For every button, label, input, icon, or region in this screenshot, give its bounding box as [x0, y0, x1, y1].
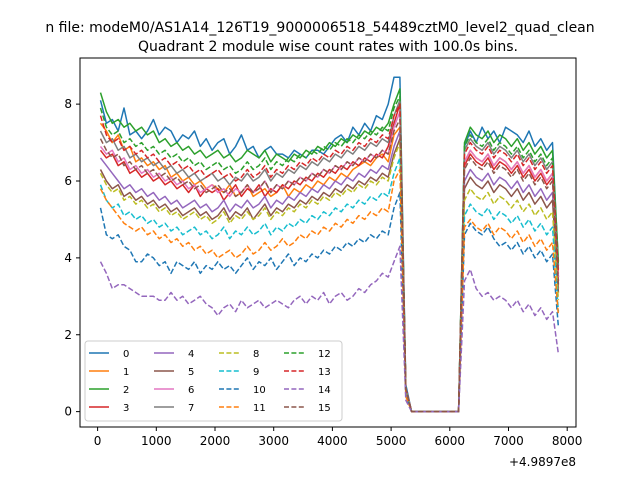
- x-tick-label: 1000: [141, 434, 172, 448]
- series-line-15: [99, 118, 560, 413]
- legend-label-14: 14: [318, 385, 331, 396]
- legend-label-1: 1: [123, 367, 129, 378]
- legend-label-10: 10: [253, 385, 266, 396]
- legend-label-8: 8: [253, 349, 259, 360]
- series-line-13: [99, 103, 560, 413]
- legend-label-0: 0: [123, 349, 129, 360]
- legend-label-9: 9: [253, 367, 259, 378]
- plot-lines: [99, 76, 560, 413]
- y-tick-label: 2: [64, 328, 72, 342]
- legend-box: [84, 340, 343, 422]
- legend-label-3: 3: [123, 403, 129, 414]
- x-tick-label: 5000: [376, 434, 407, 448]
- series-line-2: [99, 88, 560, 413]
- series-line-12: [99, 95, 560, 413]
- series-line-10: [99, 191, 560, 413]
- legend-label-2: 2: [123, 385, 129, 396]
- x-tick-label: 3000: [258, 434, 289, 448]
- legend-label-4: 4: [188, 349, 194, 360]
- x-tick-label: 0: [94, 434, 102, 448]
- x-offset-label: +4.9897e8: [509, 455, 576, 469]
- series-line-7: [99, 99, 560, 413]
- series-line-5: [99, 137, 560, 413]
- y-axis: 0 2 4 6 8: [64, 97, 80, 419]
- x-tick-label: 4000: [317, 434, 348, 448]
- plot-frame: [79, 57, 577, 428]
- legend-label-15: 15: [318, 403, 331, 414]
- legend-label-11: 11: [253, 403, 266, 414]
- x-tick-label: 8000: [552, 434, 583, 448]
- chart-suptitle: n file: modeM0/AS1A14_126T19_9000006518_…: [45, 20, 594, 36]
- legend-label-6: 6: [188, 385, 194, 396]
- series-line-8: [99, 141, 560, 413]
- x-tick-label: 2000: [200, 434, 231, 448]
- series-line-3: [99, 103, 560, 413]
- chart-title: Quadrant 2 module wise count rates with …: [138, 39, 518, 55]
- series-line-11: [99, 168, 560, 413]
- y-tick-label: 0: [64, 405, 72, 419]
- y-tick-label: 6: [64, 174, 72, 188]
- series-line-9: [99, 157, 560, 413]
- x-axis: 0 1000 2000 3000 4000 5000 6000 7000 8000: [94, 427, 583, 448]
- x-tick-label: 7000: [493, 434, 524, 448]
- series-line-4: [99, 130, 560, 413]
- legend-label-5: 5: [188, 367, 194, 378]
- x-tick-label: 6000: [435, 434, 466, 448]
- legend-label-13: 13: [318, 367, 331, 378]
- legend-label-12: 12: [318, 349, 331, 360]
- y-tick-label: 4: [64, 251, 72, 265]
- legend-label-7: 7: [188, 403, 194, 414]
- y-tick-label: 8: [64, 97, 72, 111]
- series-line-14: [99, 245, 560, 413]
